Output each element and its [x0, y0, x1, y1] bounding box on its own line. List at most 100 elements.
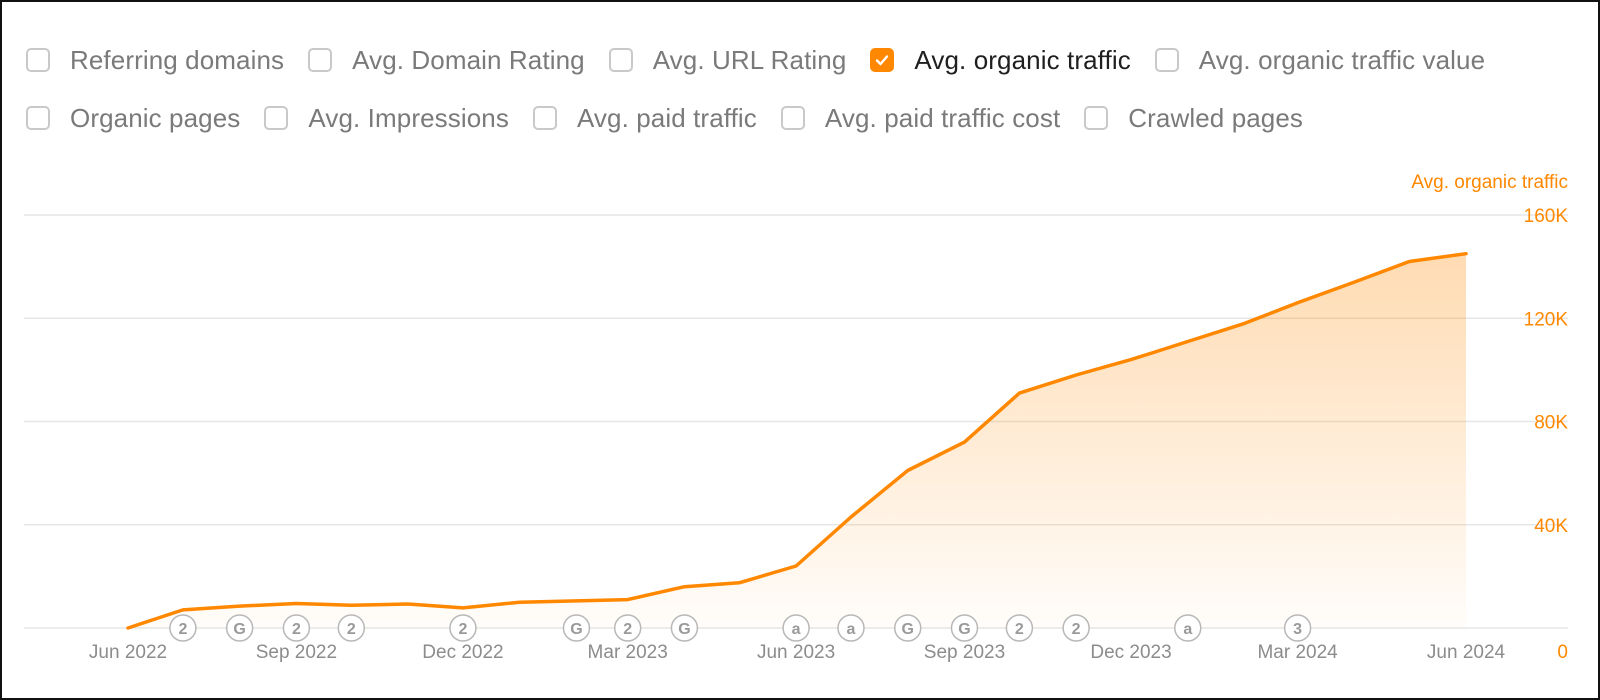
metric-label: Avg. Impressions — [308, 102, 509, 133]
checkmark-icon — [876, 55, 889, 66]
metric-label: Referring domains — [70, 44, 285, 75]
event-marker[interactable]: 2 — [1062, 614, 1090, 642]
event-marker[interactable]: G — [950, 614, 979, 642]
metric-toggle-organic-pages[interactable]: Organic pages — [26, 103, 240, 134]
x-tick-label: Mar 2023 — [588, 642, 668, 663]
x-tick-label: Dec 2022 — [422, 642, 503, 663]
series-line-layer — [126, 251, 1468, 630]
metric-label: Crawled pages — [1128, 102, 1304, 133]
area-fill-layer — [128, 253, 1466, 628]
metric-label: Avg. Domain Rating — [352, 44, 585, 75]
y-tick-label: 120K — [1524, 309, 1569, 330]
event-marker-label: 2 — [178, 621, 187, 638]
event-marker-circle — [562, 614, 591, 642]
event-marker-circle — [337, 614, 366, 642]
metric-toggle-avg-domain-rating[interactable]: Avg. Domain Rating — [308, 45, 585, 76]
event-marker-label: a — [1183, 621, 1192, 638]
x-tick-label: Jun 2023 — [757, 642, 835, 663]
event-marker-circle — [169, 614, 197, 642]
event-marker[interactable]: 2 — [337, 614, 366, 642]
event-marker-circle — [613, 614, 642, 642]
metric-label: Avg. paid traffic — [576, 102, 757, 133]
event-marker-circle — [282, 614, 311, 642]
checkbox-crawled-pages[interactable] — [1084, 106, 1109, 130]
checkbox-avg-impressions[interactable] — [264, 106, 289, 130]
metric-toggle-avg-organic-traffic-value[interactable]: Avg. organic traffic value — [1154, 44, 1486, 76]
event-marker-label: 2 — [1015, 621, 1024, 638]
event-marker-circle — [782, 614, 810, 642]
metric-label: Avg. paid traffic cost — [824, 102, 1061, 133]
event-marker-label: G — [902, 621, 914, 638]
event-marker-circle — [670, 614, 699, 642]
metric-toggle-referring-domains[interactable]: Referring domains — [26, 45, 284, 76]
event-marker-label: G — [570, 621, 582, 638]
event-marker[interactable]: G — [562, 614, 591, 642]
event-marker[interactable]: a — [1174, 614, 1202, 642]
event-marker-label: 2 — [459, 621, 468, 638]
event-marker[interactable]: 2 — [449, 614, 477, 642]
event-marker-label: 2 — [623, 621, 632, 638]
event-marker[interactable]: G — [893, 614, 922, 642]
y-axis-ticks: 0 40K 80K 120K 160K — [1524, 206, 1569, 663]
x-tick-label: Jun 2022 — [89, 642, 167, 663]
event-marker[interactable]: 3 — [1283, 614, 1312, 642]
y-tick-label: 160K — [1524, 206, 1569, 227]
event-marker[interactable]: 2 — [282, 614, 311, 642]
checkbox-avg-paid-traffic[interactable] — [532, 106, 557, 130]
series-line[interactable] — [126, 251, 1468, 630]
metric-label: Avg. URL Rating — [652, 44, 847, 75]
event-marker-circle — [950, 614, 979, 642]
x-tick-label: Jun 2024 — [1427, 642, 1506, 663]
event-marker-label: 3 — [1293, 621, 1302, 638]
event-marker[interactable]: 2 — [613, 614, 642, 642]
event-marker-circle — [225, 614, 254, 642]
y-tick-label: 0 — [1557, 642, 1568, 663]
metric-label: Organic pages — [70, 102, 241, 133]
y-axis-title: Avg. organic traffic — [1411, 172, 1568, 193]
x-tick-label: Sep 2022 — [256, 642, 337, 663]
metrics-toggle-row-2: Organic pages Avg. Impressions Avg. paid t… — [26, 101, 1327, 135]
x-tick-label: Mar 2024 — [1257, 642, 1338, 663]
x-tick-label: Dec 2023 — [1090, 642, 1171, 663]
event-marker-label: 2 — [1072, 621, 1081, 638]
metrics-toggle-row-1: Referring domains Avg. Domain Rating Avg. … — [26, 43, 1509, 77]
event-marker-circle — [449, 614, 477, 642]
event-marker-circle — [1174, 614, 1202, 642]
event-marker-label: 2 — [347, 621, 356, 638]
event-marker-circle — [1005, 614, 1034, 642]
metric-toggle-avg-paid-traffic[interactable]: Avg. paid traffic — [532, 102, 757, 134]
metric-toggle-avg-url-rating[interactable]: Avg. URL Rating — [608, 44, 847, 76]
checkbox-avg-url-rating[interactable] — [608, 48, 633, 72]
event-marker[interactable]: a — [782, 614, 810, 642]
x-tick-label: Sep 2023 — [924, 642, 1005, 663]
checkbox-avg-organic-traffic[interactable] — [870, 48, 895, 72]
metric-label: Avg. organic traffic — [914, 44, 1131, 75]
event-marker-label: a — [847, 621, 856, 638]
event-marker-label: G — [233, 621, 245, 638]
event-marker[interactable]: 2 — [169, 614, 197, 642]
checkbox-avg-domain-rating[interactable] — [308, 48, 333, 72]
checkbox-organic-pages[interactable] — [26, 106, 50, 130]
event-marker-circle — [837, 614, 865, 642]
metric-toggle-avg-paid-traffic-cost[interactable]: Avg. paid traffic cost — [780, 102, 1061, 134]
metric-toggle-crawled-pages[interactable]: Crawled pages — [1084, 103, 1303, 134]
checkbox-referring-domains[interactable] — [26, 48, 50, 72]
metric-toggle-avg-organic-traffic[interactable]: Avg. organic traffic — [870, 44, 1131, 76]
event-marker-circle — [1062, 614, 1090, 642]
checkbox-avg-paid-traffic-cost[interactable] — [780, 106, 805, 130]
checkbox-avg-organic-traffic-value[interactable] — [1154, 48, 1179, 72]
event-marker[interactable]: 2 — [1005, 614, 1034, 642]
metric-toggle-avg-impressions[interactable]: Avg. Impressions — [264, 103, 509, 134]
event-marker[interactable]: G — [670, 614, 699, 642]
event-marker[interactable]: a — [837, 614, 865, 642]
event-marker-label: G — [958, 621, 970, 638]
event-marker-label: G — [678, 621, 690, 638]
metric-label: Avg. organic traffic value — [1198, 44, 1486, 75]
event-marker[interactable]: G — [225, 614, 254, 642]
event-marker-label: 2 — [292, 621, 301, 638]
x-axis-ticks: Jun 2022 Sep 2022 Dec 2022 Mar 2023 Jun 2023… — [89, 642, 1506, 663]
y-tick-label: 80K — [1534, 413, 1568, 434]
event-marker-circle — [893, 614, 922, 642]
